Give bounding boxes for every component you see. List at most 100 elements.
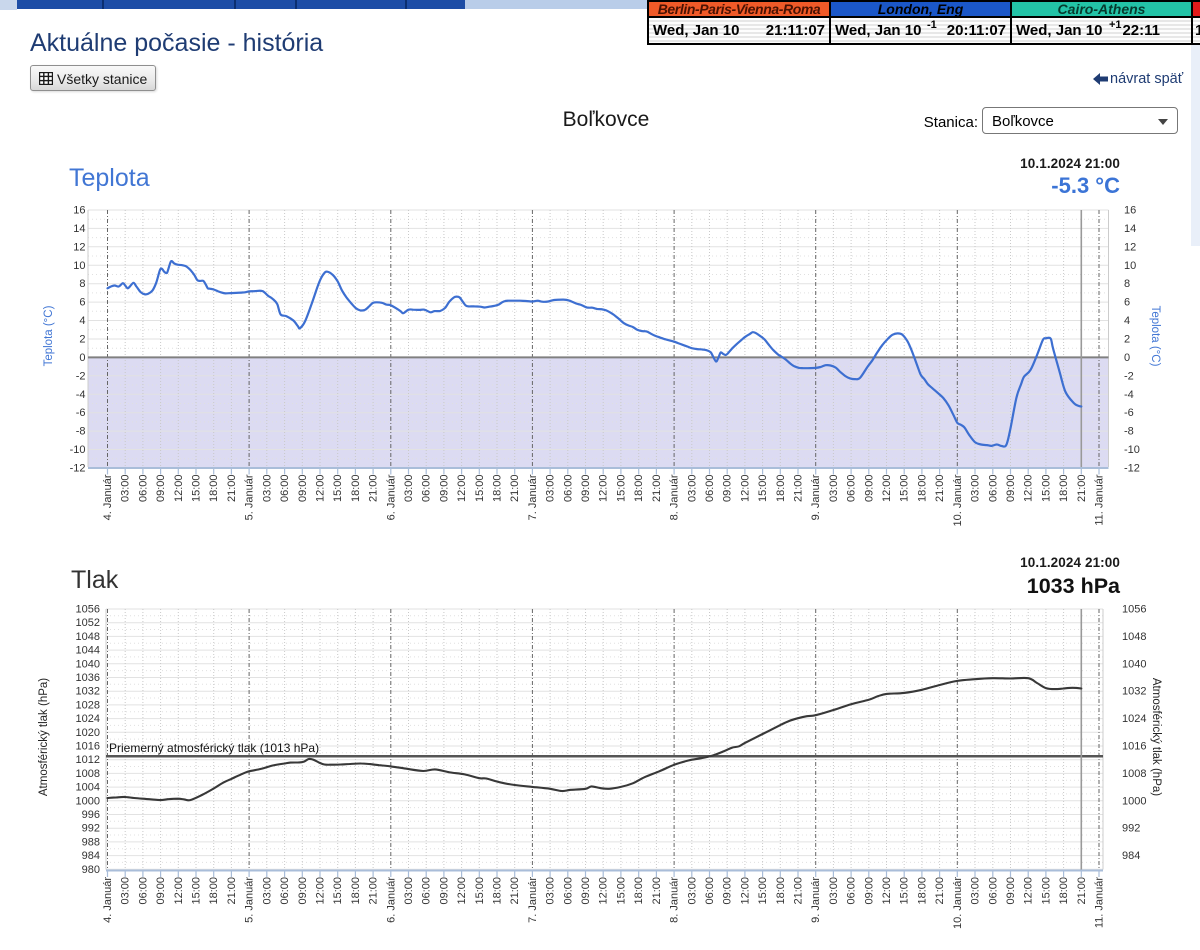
svg-text:16: 16 xyxy=(1124,205,1136,217)
svg-text:12:00: 12:00 xyxy=(881,475,893,503)
svg-text:03:00: 03:00 xyxy=(403,877,415,905)
svg-text:06:00: 06:00 xyxy=(846,475,858,503)
svg-text:1008: 1008 xyxy=(1122,768,1146,780)
svg-text:09:00: 09:00 xyxy=(863,877,875,905)
svg-text:06:00: 06:00 xyxy=(987,877,999,905)
svg-text:15:00: 15:00 xyxy=(332,877,344,905)
svg-text:09:00: 09:00 xyxy=(297,877,309,905)
svg-text:984: 984 xyxy=(82,850,100,862)
svg-text:992: 992 xyxy=(1122,823,1140,835)
svg-text:15:00: 15:00 xyxy=(615,877,627,905)
svg-text:03:00: 03:00 xyxy=(970,877,982,905)
svg-text:-10: -10 xyxy=(70,444,86,456)
svg-text:21:00: 21:00 xyxy=(1076,475,1088,503)
svg-text:1032: 1032 xyxy=(1122,686,1146,698)
svg-text:15:00: 15:00 xyxy=(899,475,911,503)
svg-text:12:00: 12:00 xyxy=(739,877,751,905)
svg-text:03:00: 03:00 xyxy=(120,475,132,503)
svg-text:09:00: 09:00 xyxy=(580,877,592,905)
svg-text:Atmosférický tlak (hPa): Atmosférický tlak (hPa) xyxy=(38,678,50,796)
svg-text:21:00: 21:00 xyxy=(226,877,238,905)
svg-text:1036: 1036 xyxy=(76,672,100,684)
svg-text:12:00: 12:00 xyxy=(456,475,468,503)
svg-text:12:00: 12:00 xyxy=(173,877,185,905)
svg-text:15:00: 15:00 xyxy=(191,877,203,905)
svg-text:15:00: 15:00 xyxy=(191,475,203,503)
svg-text:4: 4 xyxy=(1124,315,1130,327)
svg-text:21:00: 21:00 xyxy=(793,475,805,503)
svg-text:1020: 1020 xyxy=(76,727,100,739)
svg-text:2: 2 xyxy=(1124,334,1130,346)
svg-text:06:00: 06:00 xyxy=(562,475,574,503)
svg-text:18:00: 18:00 xyxy=(775,877,787,905)
svg-text:6. Január: 6. Január xyxy=(385,877,397,923)
svg-text:06:00: 06:00 xyxy=(562,877,574,905)
svg-text:4. Január: 4. Január xyxy=(102,877,114,923)
svg-text:1016: 1016 xyxy=(76,741,100,753)
svg-text:-12: -12 xyxy=(1124,463,1140,475)
svg-text:18:00: 18:00 xyxy=(1058,877,1070,905)
svg-text:12:00: 12:00 xyxy=(598,877,610,905)
svg-text:06:00: 06:00 xyxy=(421,475,433,503)
svg-text:1056: 1056 xyxy=(1122,604,1146,616)
svg-text:1000: 1000 xyxy=(1122,795,1146,807)
svg-text:10. Január: 10. Január xyxy=(952,474,964,526)
svg-text:1032: 1032 xyxy=(76,686,100,698)
svg-text:18:00: 18:00 xyxy=(350,877,362,905)
svg-text:4. Január: 4. Január xyxy=(102,474,114,520)
svg-text:09:00: 09:00 xyxy=(1005,475,1017,503)
svg-text:15:00: 15:00 xyxy=(474,475,486,503)
svg-text:03:00: 03:00 xyxy=(970,475,982,503)
svg-text:21:00: 21:00 xyxy=(1076,877,1088,905)
svg-text:03:00: 03:00 xyxy=(686,475,698,503)
svg-text:1000: 1000 xyxy=(76,795,100,807)
svg-text:1048: 1048 xyxy=(1122,631,1146,643)
svg-text:18:00: 18:00 xyxy=(492,877,504,905)
svg-text:21:00: 21:00 xyxy=(651,877,663,905)
svg-text:18:00: 18:00 xyxy=(633,877,645,905)
svg-text:1008: 1008 xyxy=(76,768,100,780)
svg-text:15:00: 15:00 xyxy=(899,877,911,905)
svg-text:1012: 1012 xyxy=(76,754,100,766)
svg-text:9. Január: 9. Január xyxy=(810,877,822,923)
svg-text:06:00: 06:00 xyxy=(846,877,858,905)
svg-text:-2: -2 xyxy=(1124,370,1134,382)
svg-text:988: 988 xyxy=(82,836,100,848)
svg-text:18:00: 18:00 xyxy=(916,475,928,503)
svg-text:1028: 1028 xyxy=(76,699,100,711)
svg-text:15:00: 15:00 xyxy=(332,475,344,503)
svg-text:03:00: 03:00 xyxy=(403,475,415,503)
svg-text:7. Január: 7. Január xyxy=(527,877,539,923)
svg-text:09:00: 09:00 xyxy=(722,475,734,503)
svg-text:6: 6 xyxy=(1124,297,1130,309)
svg-text:11. Január: 11. Január xyxy=(1094,474,1106,526)
svg-text:Priemerný atmosférický tlak (1: Priemerný atmosférický tlak (1013 hPa) xyxy=(109,741,319,755)
svg-text:-6: -6 xyxy=(76,407,86,419)
svg-text:21:00: 21:00 xyxy=(368,475,380,503)
svg-text:06:00: 06:00 xyxy=(279,475,291,503)
svg-text:Atmosférický tlak (hPa): Atmosférický tlak (hPa) xyxy=(1150,678,1162,796)
svg-text:9. Január: 9. Január xyxy=(810,474,822,520)
svg-text:15:00: 15:00 xyxy=(474,877,486,905)
svg-text:21:00: 21:00 xyxy=(509,877,521,905)
svg-text:03:00: 03:00 xyxy=(828,877,840,905)
svg-text:09:00: 09:00 xyxy=(863,475,875,503)
svg-text:12:00: 12:00 xyxy=(315,475,327,503)
svg-text:18:00: 18:00 xyxy=(350,475,362,503)
svg-text:06:00: 06:00 xyxy=(704,877,716,905)
svg-text:10. Január: 10. Január xyxy=(952,877,964,929)
svg-text:1056: 1056 xyxy=(76,604,100,616)
svg-text:03:00: 03:00 xyxy=(686,877,698,905)
svg-text:18:00: 18:00 xyxy=(492,475,504,503)
svg-text:06:00: 06:00 xyxy=(137,877,149,905)
svg-text:09:00: 09:00 xyxy=(155,475,167,503)
svg-text:15:00: 15:00 xyxy=(615,475,627,503)
svg-text:-6: -6 xyxy=(1124,407,1134,419)
svg-text:03:00: 03:00 xyxy=(120,877,132,905)
svg-text:03:00: 03:00 xyxy=(261,475,273,503)
svg-text:-4: -4 xyxy=(1124,389,1134,401)
svg-text:15:00: 15:00 xyxy=(1040,877,1052,905)
svg-text:21:00: 21:00 xyxy=(793,877,805,905)
svg-text:21:00: 21:00 xyxy=(226,475,238,503)
svg-text:980: 980 xyxy=(82,864,100,876)
